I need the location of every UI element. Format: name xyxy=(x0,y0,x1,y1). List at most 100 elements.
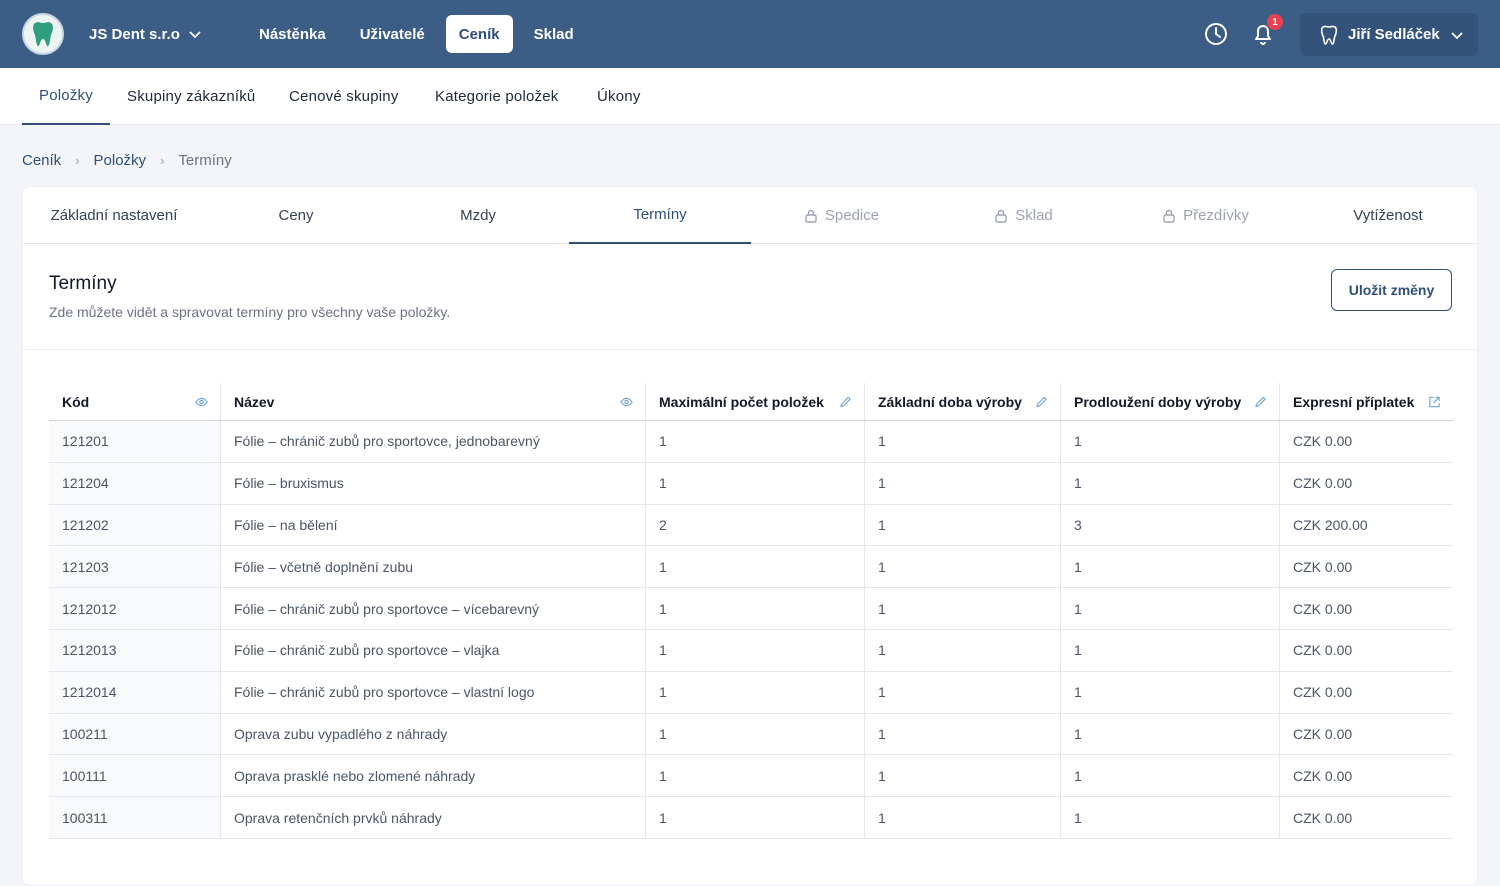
nav-cenik[interactable]: Ceník xyxy=(445,15,513,53)
company-switcher[interactable]: JS Dent s.r.o xyxy=(89,23,202,45)
cell-nazev: Oprava zubu vypadlého z náhrady xyxy=(221,713,646,755)
cell-zakladni-doba[interactable]: 1 xyxy=(865,504,1061,546)
cell-nazev: Fólie – na bělení xyxy=(221,504,646,546)
subnav-skupiny-zakazniku[interactable]: Skupiny zákazníků xyxy=(127,88,256,105)
cell-expresni-priplatek[interactable]: CZK 0.00 xyxy=(1280,462,1453,504)
tab-mzdy[interactable]: Mzdy xyxy=(387,187,569,244)
breadcrumb-cenik[interactable]: Ceník xyxy=(22,151,62,169)
cell-zakladni-doba[interactable]: 1 xyxy=(865,713,1061,755)
table-row[interactable]: 121203 Fólie – včetně doplnění zubu 1 1 1 CZK… xyxy=(49,546,1453,589)
cell-expresni-priplatek[interactable]: CZK 0.00 xyxy=(1280,755,1453,797)
cell-prodlouzeni[interactable]: 1 xyxy=(1061,755,1280,797)
history-clock-icon[interactable] xyxy=(1203,21,1229,47)
header-label: Název xyxy=(234,393,275,410)
cell-expresni-priplatek[interactable]: CZK 200.00 xyxy=(1280,504,1453,546)
breadcrumb: Ceník › Položky › Termíny xyxy=(22,150,232,170)
cell-max-pocet[interactable]: 1 xyxy=(646,713,865,755)
external-edit-icon[interactable] xyxy=(1428,395,1441,408)
cell-expresni-priplatek[interactable]: CZK 0.00 xyxy=(1280,588,1453,629)
table-row[interactable]: 1212013 Fólie – chránič zubů pro sportovc… xyxy=(49,629,1453,672)
pencil-icon[interactable] xyxy=(1254,395,1267,408)
cell-prodlouzeni[interactable]: 1 xyxy=(1061,671,1280,713)
cell-expresni-priplatek[interactable]: CZK 0.00 xyxy=(1280,629,1453,671)
cell-max-pocet[interactable]: 1 xyxy=(646,546,865,588)
save-changes-button[interactable]: Uložit změny xyxy=(1331,269,1452,311)
cell-prodlouzeni[interactable]: 3 xyxy=(1061,504,1280,546)
cell-kod: 121204 xyxy=(49,462,221,504)
eye-icon[interactable] xyxy=(195,395,208,408)
content-card: Základní nastavení Ceny Mzdy Termíny Spe… xyxy=(22,186,1479,886)
cell-zakladni-doba[interactable]: 1 xyxy=(865,546,1061,588)
cell-max-pocet[interactable]: 1 xyxy=(646,629,865,671)
cell-expresni-priplatek[interactable]: CZK 0.00 xyxy=(1280,797,1453,838)
cell-max-pocet[interactable]: 1 xyxy=(646,755,865,797)
nav-uzivatele[interactable]: Uživatelé xyxy=(359,25,425,43)
tab-prezdivky[interactable]: Přezdívky xyxy=(1115,187,1297,244)
pencil-icon[interactable] xyxy=(839,395,852,408)
cell-max-pocet[interactable]: 1 xyxy=(646,797,865,838)
cell-max-pocet[interactable]: 1 xyxy=(646,462,865,504)
table-row[interactable]: 100211 Oprava zubu vypadlého z náhrady 1 1 1… xyxy=(49,713,1453,756)
cell-nazev: Fólie – chránič zubů pro sportovce, jedn… xyxy=(221,421,646,462)
cell-expresni-priplatek[interactable]: CZK 0.00 xyxy=(1280,546,1453,588)
column-header-zakladni-doba[interactable]: Základní doba výroby xyxy=(865,383,1061,420)
cell-max-pocet[interactable]: 2 xyxy=(646,504,865,546)
table-row[interactable]: 121204 Fólie – bruxismus 1 1 1 CZK 0.00 xyxy=(49,462,1453,505)
cell-max-pocet[interactable]: 1 xyxy=(646,671,865,713)
nav-sklad[interactable]: Sklad xyxy=(533,25,574,43)
cell-nazev: Fólie – bruxismus xyxy=(221,462,646,504)
column-header-prodlouzeni[interactable]: Prodloužení doby výroby xyxy=(1061,383,1280,420)
cell-zakladni-doba[interactable]: 1 xyxy=(865,671,1061,713)
tab-vytizenost[interactable]: Vytíženost xyxy=(1297,187,1479,244)
cell-zakladni-doba[interactable]: 1 xyxy=(865,462,1061,504)
table-row[interactable]: 121201 Fólie – chránič zubů pro sportovce… xyxy=(49,421,1453,463)
cell-prodlouzeni[interactable]: 1 xyxy=(1061,421,1280,462)
cell-prodlouzeni[interactable]: 1 xyxy=(1061,713,1280,755)
cell-expresni-priplatek[interactable]: CZK 0.00 xyxy=(1280,671,1453,713)
column-header-kod[interactable]: Kód xyxy=(49,383,221,420)
tab-sklad[interactable]: Sklad xyxy=(933,187,1115,244)
cell-expresni-priplatek[interactable]: CZK 0.00 xyxy=(1280,713,1453,755)
cell-max-pocet[interactable]: 1 xyxy=(646,421,865,462)
tab-label: Termíny xyxy=(633,206,687,223)
subnav-polozky[interactable]: Položky xyxy=(22,68,110,125)
subnav-cenove-skupiny[interactable]: Cenové skupiny xyxy=(289,88,399,105)
column-header-nazev[interactable]: Název xyxy=(221,383,646,420)
cell-prodlouzeni[interactable]: 1 xyxy=(1061,462,1280,504)
header-label: Základní doba výroby xyxy=(878,393,1022,410)
cell-expresni-priplatek[interactable]: CZK 0.00 xyxy=(1280,421,1453,462)
cell-zakladni-doba[interactable]: 1 xyxy=(865,629,1061,671)
table-row[interactable]: 121202 Fólie – na bělení 2 1 3 CZK 200.00 xyxy=(49,504,1453,547)
table-row[interactable]: 100111 Oprava prasklé nebo zlomené náhrad… xyxy=(49,755,1453,798)
lock-icon xyxy=(995,209,1007,223)
subnav-kategorie-polozek[interactable]: Kategorie položek xyxy=(435,88,559,105)
cell-prodlouzeni[interactable]: 1 xyxy=(1061,629,1280,671)
cell-max-pocet[interactable]: 1 xyxy=(646,588,865,629)
bell-icon[interactable] xyxy=(1250,21,1276,47)
table-row[interactable]: 1212014 Fólie – chránič zubů pro sportovc… xyxy=(49,671,1453,714)
table-row[interactable]: 100311 Oprava retenčních prvků náhrady 1 1 1… xyxy=(49,797,1453,839)
cell-prodlouzeni[interactable]: 1 xyxy=(1061,546,1280,588)
subnav-ukony[interactable]: Úkony xyxy=(597,88,641,105)
tab-ceny[interactable]: Ceny xyxy=(205,187,387,244)
pencil-icon[interactable] xyxy=(1035,395,1048,408)
tab-spedice[interactable]: Spedice xyxy=(751,187,933,244)
cell-prodlouzeni[interactable]: 1 xyxy=(1061,797,1280,838)
cell-zakladni-doba[interactable]: 1 xyxy=(865,588,1061,629)
tooth-logo-icon[interactable] xyxy=(22,13,64,55)
column-header-expresni-priplatek[interactable]: Expresní příplatek xyxy=(1280,383,1453,420)
tab-terminy[interactable]: Termíny xyxy=(569,187,751,244)
nav-nastenka[interactable]: Nástěnka xyxy=(259,25,326,43)
cell-prodlouzeni[interactable]: 1 xyxy=(1061,588,1280,629)
tab-zakladni-nastaveni[interactable]: Základní nastavení xyxy=(23,187,205,244)
user-menu-button[interactable]: Jiří Sedláček xyxy=(1300,13,1478,56)
cell-zakladni-doba[interactable]: 1 xyxy=(865,421,1061,462)
cell-nazev: Fólie – chránič zubů pro sportovce – vla… xyxy=(221,629,646,671)
breadcrumb-polozky[interactable]: Položky xyxy=(93,151,147,169)
cell-zakladni-doba[interactable]: 1 xyxy=(865,797,1061,838)
header-label: Expresní příplatek xyxy=(1293,393,1415,410)
eye-icon[interactable] xyxy=(620,395,633,408)
column-header-max-pocet[interactable]: Maximální počet položek xyxy=(646,383,865,420)
cell-zakladni-doba[interactable]: 1 xyxy=(865,755,1061,797)
table-row[interactable]: 1212012 Fólie – chránič zubů pro sportovc… xyxy=(49,588,1453,630)
